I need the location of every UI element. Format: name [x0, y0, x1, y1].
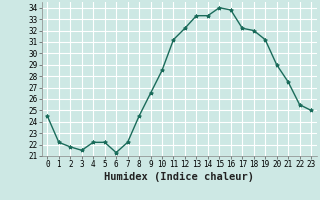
X-axis label: Humidex (Indice chaleur): Humidex (Indice chaleur) [104, 172, 254, 182]
